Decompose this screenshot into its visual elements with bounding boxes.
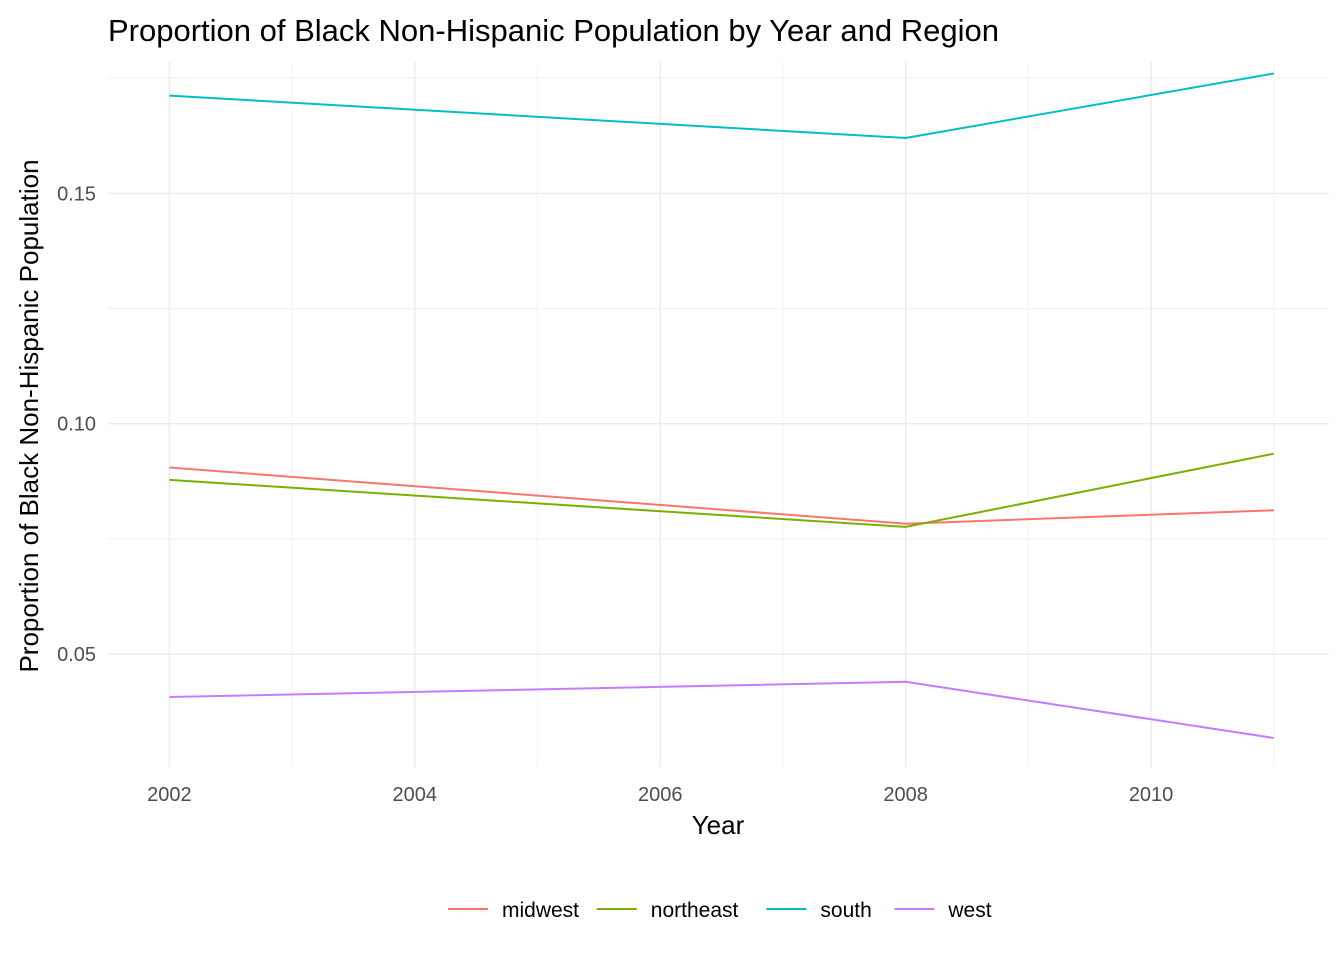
y-tick-label: 0.10 (57, 414, 96, 436)
legend-item-west: west (894, 899, 992, 922)
x-tick-label: 2002 (147, 784, 192, 806)
series-line-south (169, 72, 1274, 140)
y-tick-label: 0.05 (57, 644, 96, 666)
x-axis-tick-labels: 2002 2004 2006 2008 2010 (147, 784, 1173, 806)
legend-item-south: south (766, 899, 872, 922)
legend-label-midwest: midwest (502, 899, 579, 922)
x-tick-label: 2004 (393, 784, 438, 806)
legend: midwest northeast south west (448, 899, 992, 922)
x-tick-label: 2006 (638, 784, 683, 806)
series-line-west (169, 680, 1274, 739)
x-tick-label: 2008 (883, 784, 928, 806)
series-line-northeast (169, 452, 1274, 528)
y-axis-title: Proportion of Black Non-Hispanic Populat… (14, 159, 44, 672)
series-line-midwest (169, 466, 1274, 525)
y-tick-label: 0.15 (57, 183, 96, 205)
y-axis-tick-labels: 0.05 0.10 0.15 (57, 183, 96, 666)
x-axis-title: Year (692, 810, 745, 840)
legend-item-midwest: midwest (448, 899, 579, 922)
legend-label-south: south (820, 899, 871, 922)
legend-item-northeast: northeast (596, 899, 739, 922)
grid (108, 62, 1329, 767)
series-lines (169, 72, 1274, 739)
chart-title: Proportion of Black Non-Hispanic Populat… (108, 13, 999, 48)
legend-label-northeast: northeast (651, 899, 739, 922)
x-tick-label: 2010 (1129, 784, 1174, 806)
legend-label-west: west (947, 899, 991, 922)
